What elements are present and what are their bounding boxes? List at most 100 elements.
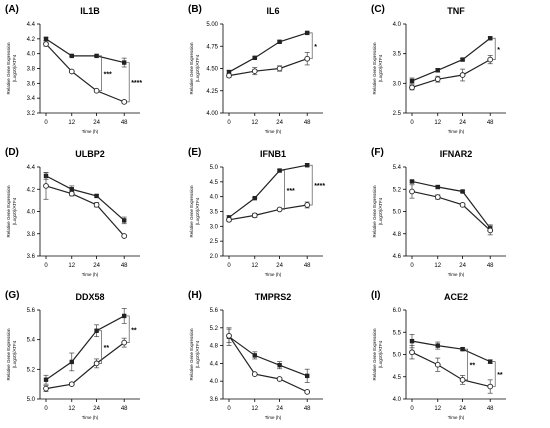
y-tick-label: 4.4 <box>210 361 219 367</box>
data-point-square <box>305 373 310 379</box>
data-point-square <box>435 68 440 73</box>
data-point-circle <box>93 87 100 94</box>
x-axis-title: Time (h) <box>82 272 99 277</box>
y-tick-label: 5.6 <box>27 308 36 314</box>
x-tick-label: 0 <box>227 120 231 126</box>
significance-label: * <box>497 47 500 54</box>
data-point-square <box>409 338 415 344</box>
data-point-square <box>409 78 415 84</box>
data-point-square <box>252 55 257 61</box>
data-point-circle <box>409 188 415 195</box>
significance-label: **** <box>314 183 325 190</box>
data-point-circle <box>121 99 128 105</box>
significance-bracket <box>281 170 285 210</box>
series-line <box>228 58 308 77</box>
y-tick-label: 3.6 <box>27 81 36 87</box>
data-point-circle <box>276 206 283 213</box>
panel-title: ACE2 <box>444 292 468 302</box>
x-tick-label: 24 <box>93 263 100 269</box>
x-tick-label: 24 <box>276 406 283 412</box>
y-tick-label: 5.2 <box>393 187 402 193</box>
data-point-circle <box>121 339 128 346</box>
significance-bracket <box>309 32 313 60</box>
y-tick-label: 3.4 <box>27 96 36 102</box>
y-axis-title: (Log10)/ATF4 <box>12 197 17 225</box>
panel-title: TNF <box>447 6 465 16</box>
chart-panel-ulbp2: (D) ULBP2 3.6 3.8 4.0 4.2 4.4 0 12 24 48 Time (h) Re… <box>5 147 140 277</box>
data-point-circle <box>93 360 100 367</box>
series-line <box>45 175 125 221</box>
panel-letter: (H) <box>188 290 202 301</box>
y-tick-label: 3.8 <box>27 67 36 73</box>
x-tick-label: 0 <box>410 406 414 412</box>
y-tick-label: 5.0 <box>393 353 402 359</box>
series-line <box>45 185 125 237</box>
y-tick-label: 4.8 <box>210 344 219 350</box>
y-axis-title: Relative Gene Expression <box>372 185 377 238</box>
chart-panel-ddx58: (G) DDX58 5.0 5.2 5.4 5.6 0 12 24 48 Time (h) Relat… <box>5 290 140 420</box>
panel-letter: (C) <box>371 4 385 15</box>
x-axis-title: Time (h) <box>448 415 465 420</box>
significance-label: *** <box>287 188 295 195</box>
x-axis-title: Time (h) <box>448 129 465 134</box>
y-tick-label: 5.4 <box>393 165 402 171</box>
data-point-square <box>277 362 282 368</box>
y-tick-label: 5.4 <box>27 338 36 344</box>
y-axis-title: Relative Gene Expression <box>372 328 377 381</box>
significance-label: ** <box>497 372 503 379</box>
y-tick-label: 4.8 <box>393 232 402 238</box>
y-axis-title: (Log10)/ATF4 <box>378 197 383 225</box>
data-point-square <box>460 346 465 352</box>
y-tick-label: 4.6 <box>393 254 402 260</box>
chart-panel-il6: (B) IL6 4.00 4.25 4.50 4.75 5.00 0 12 24 48 Time (h… <box>188 4 323 134</box>
y-tick-label: 5.2 <box>210 326 219 332</box>
data-point-square <box>277 39 282 44</box>
panel-title: IFNAR2 <box>440 149 473 159</box>
y-tick-label: 5.5 <box>393 330 402 336</box>
y-axis-title: (Log10)/ATF4 <box>378 340 383 368</box>
y-axis-title: Relative Gene Expression <box>189 42 194 95</box>
series-line <box>411 37 491 82</box>
x-tick-label: 48 <box>487 263 494 269</box>
data-point-circle <box>43 41 49 47</box>
x-axis-title: Time (h) <box>265 129 282 134</box>
panel-title: ULBP2 <box>75 149 105 159</box>
panel-letter: (E) <box>188 147 201 158</box>
data-point-circle <box>43 385 49 392</box>
significance-bracket <box>492 37 496 60</box>
data-point-square <box>226 69 232 75</box>
y-axis-title: Relative Gene Expression <box>6 328 11 381</box>
data-point-circle <box>459 201 466 208</box>
x-tick-label: 48 <box>487 120 494 126</box>
data-point-circle <box>226 216 232 223</box>
y-tick-label: 5.00 <box>206 22 218 28</box>
data-point-square <box>252 353 257 358</box>
series-line <box>228 164 308 218</box>
y-tick-label: 3.5 <box>210 210 219 216</box>
x-tick-label: 12 <box>68 263 75 269</box>
y-tick-label: 4.0 <box>393 22 402 28</box>
significance-bracket <box>98 55 102 92</box>
data-point-circle <box>251 68 258 75</box>
data-point-square <box>488 36 493 41</box>
significance-label: ** <box>470 363 476 370</box>
data-point-circle <box>487 383 494 390</box>
data-point-square <box>43 377 49 382</box>
y-tick-label: 4.0 <box>210 195 219 201</box>
series-line <box>411 351 491 388</box>
y-axis-title-group: Relative Gene Expression (Log10)/ATF4 <box>372 185 383 238</box>
y-axis-title-group: Relative Gene Expression (Log10)/ATF4 <box>189 185 200 238</box>
chart-panel-ace2: (I) ACE2 4.0 4.5 5.0 5.5 6.0 0 12 24 48 Time (h) Rel… <box>371 290 506 420</box>
significance-label: *** <box>104 71 112 78</box>
x-tick-label: 12 <box>434 120 441 126</box>
data-point-circle <box>251 212 258 219</box>
y-tick-label: 3.0 <box>210 224 219 230</box>
data-point-square <box>460 189 465 194</box>
panel-title: DDX58 <box>75 292 104 302</box>
data-point-square <box>488 359 493 364</box>
data-point-circle <box>487 227 494 234</box>
data-point-square <box>94 193 99 199</box>
x-tick-label: 24 <box>276 120 283 126</box>
data-point-square <box>435 343 440 348</box>
y-tick-label: 4.0 <box>393 397 402 403</box>
